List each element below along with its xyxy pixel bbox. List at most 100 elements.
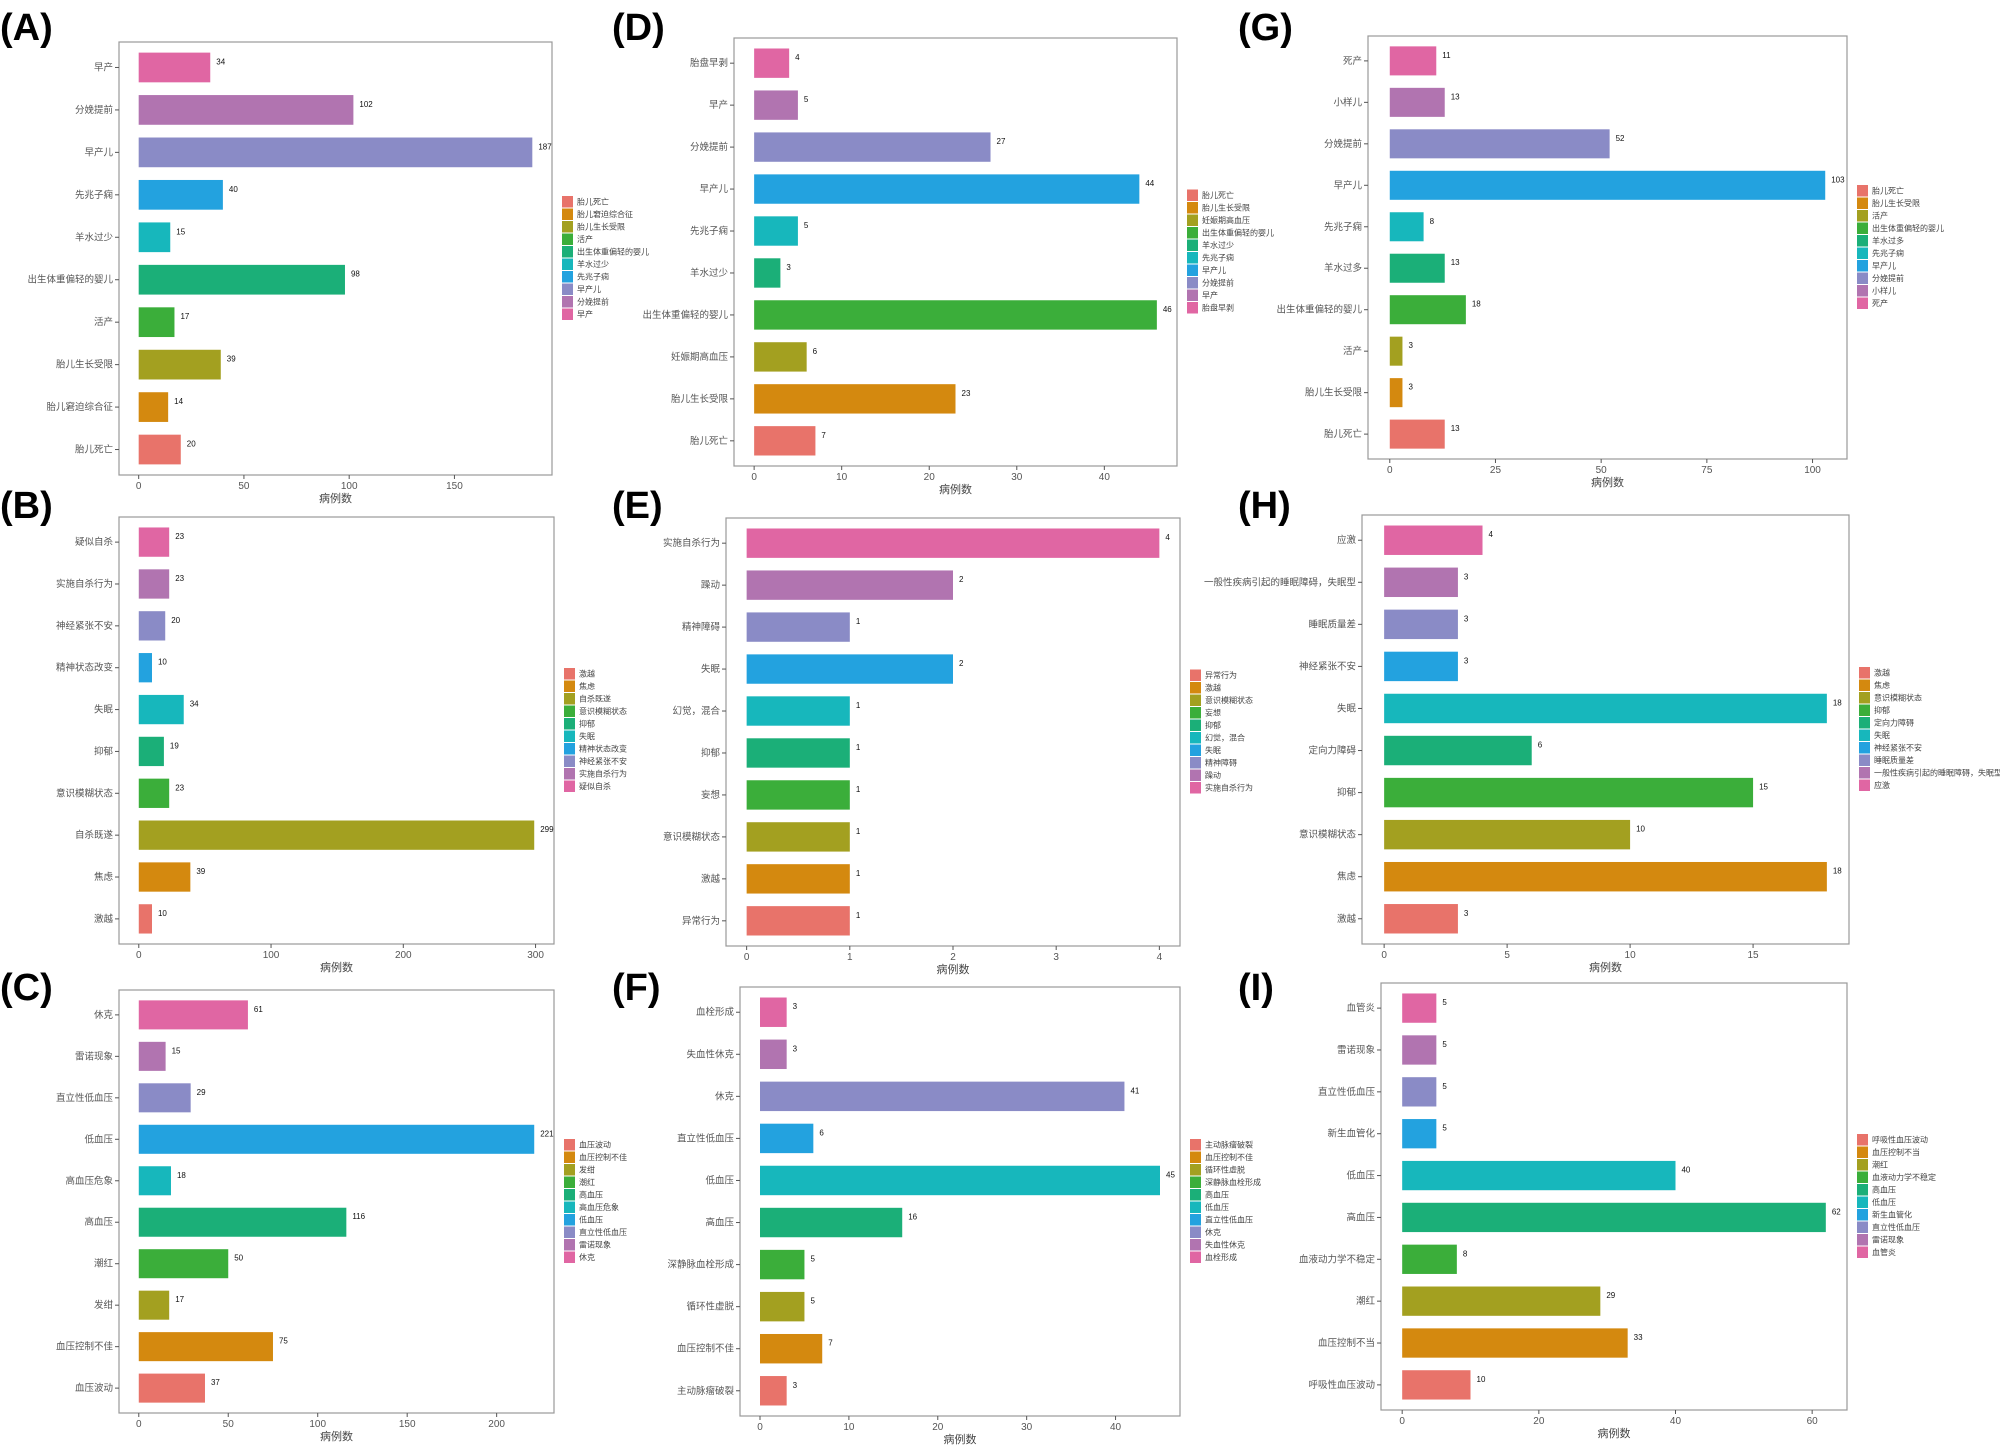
- panel-label: (E): [612, 485, 663, 527]
- value-label: 37: [211, 1378, 220, 1387]
- legend-label: 胎儿死亡: [577, 197, 609, 207]
- value-label: 4: [1489, 530, 1494, 539]
- y-tick-label: 主动脉瘤破裂: [677, 1385, 735, 1397]
- y-tick-label: 定向力障碍: [1308, 745, 1356, 757]
- value-label: 5: [804, 221, 809, 230]
- y-tick-label: 精神障碍: [682, 621, 721, 633]
- value-label: 18: [1833, 698, 1842, 707]
- y-tick-label: 血栓形成: [696, 1006, 735, 1018]
- x-tick-label: 100: [1804, 465, 1821, 476]
- x-tick-label: 30: [1021, 1422, 1033, 1433]
- x-tick-label: 0: [757, 1422, 763, 1433]
- value-label: 20: [187, 440, 196, 449]
- legend-swatch: [1187, 214, 1198, 226]
- legend-label: 精神障碍: [1205, 758, 1237, 768]
- y-tick-label: 血压波动: [75, 1382, 113, 1394]
- y-tick-label: 早产儿: [84, 146, 113, 158]
- bar: [138, 264, 345, 295]
- legend-swatch: [1857, 297, 1868, 309]
- x-tick-label: 0: [744, 952, 750, 963]
- value-label: 1: [856, 911, 861, 920]
- bar: [138, 778, 170, 808]
- y-tick-label: 胎儿生长受限: [56, 359, 114, 371]
- legend-swatch: [1857, 235, 1868, 247]
- legend-swatch: [1857, 210, 1868, 222]
- legend-label: 出生体重偏轻的婴儿: [1872, 223, 1944, 233]
- x-tick-label: 5: [1504, 950, 1510, 961]
- x-axis-title: 病例数: [1598, 1426, 1631, 1440]
- legend-swatch: [564, 718, 575, 730]
- legend-label: 意识模糊状态: [1205, 695, 1253, 705]
- bar: [760, 1039, 787, 1070]
- bar: [760, 1333, 823, 1364]
- value-label: 17: [175, 1295, 184, 1304]
- legend-swatch: [1190, 1189, 1201, 1201]
- x-tick-label: 10: [843, 1422, 855, 1433]
- legend-label: 胎儿死亡: [1872, 186, 1904, 196]
- bar: [1389, 46, 1437, 76]
- x-axis-title: 病例数: [944, 1432, 977, 1445]
- y-tick-label: 小样儿: [1333, 96, 1362, 108]
- legend-swatch: [562, 246, 573, 258]
- legend-label: 自杀既遂: [579, 694, 611, 704]
- legend-swatch: [562, 283, 573, 295]
- x-tick-label: 3: [1053, 952, 1059, 963]
- legend-swatch: [1857, 1159, 1868, 1171]
- value-label: 27: [997, 137, 1006, 146]
- y-tick-label: 高血压: [705, 1217, 734, 1229]
- x-tick-label: 200: [395, 950, 412, 961]
- bar: [1384, 525, 1483, 555]
- legend-label: 幻觉，混合: [1205, 733, 1245, 743]
- legend-swatch: [1859, 704, 1870, 716]
- value-label: 75: [279, 1337, 288, 1346]
- bar: [138, 1166, 171, 1196]
- legend-swatch: [1187, 264, 1198, 276]
- y-tick-label: 直立性低血压: [677, 1132, 735, 1144]
- value-label: 11: [1442, 51, 1451, 60]
- bar: [138, 95, 354, 125]
- value-label: 23: [175, 783, 184, 792]
- legend-label: 深静脉血栓形成: [1205, 1177, 1261, 1187]
- value-label: 3: [1408, 383, 1413, 392]
- bar: [138, 349, 221, 380]
- legend-label: 失眠: [1205, 745, 1221, 755]
- x-tick-label: 0: [1381, 950, 1387, 961]
- legend-label: 妊娠期高血压: [1202, 215, 1250, 225]
- bar: [1389, 419, 1445, 449]
- y-tick-label: 低血压: [1346, 1170, 1375, 1182]
- y-tick-label: 分娩提前: [690, 141, 728, 153]
- legend-label: 出生体重偏轻的婴儿: [1202, 228, 1274, 238]
- y-tick-label: 胎儿生长受限: [1305, 387, 1363, 399]
- y-tick-label: 神经紧张不安: [56, 620, 113, 632]
- legend-swatch: [564, 1201, 575, 1213]
- legend: 胎儿死亡胎儿生长受限妊娠期高血压出生体重偏轻的婴儿羊水过少先兆子痫早产儿分娩提前…: [1187, 189, 1274, 314]
- y-tick-label: 潮红: [1356, 1295, 1376, 1307]
- y-tick-label: 高血压: [84, 1216, 113, 1228]
- legend-label: 激越: [1205, 683, 1221, 693]
- value-label: 10: [158, 658, 167, 667]
- value-label: 7: [828, 1339, 833, 1348]
- bar: [1389, 295, 1466, 325]
- bar: [1384, 609, 1458, 640]
- legend-label: 潮红: [1872, 1160, 1888, 1170]
- bar: [746, 906, 850, 936]
- value-label: 23: [175, 532, 184, 541]
- y-tick-label: 直立性低血压: [56, 1092, 114, 1104]
- y-tick-label: 早产: [709, 99, 728, 111]
- value-label: 13: [1451, 258, 1460, 267]
- bar: [754, 384, 956, 414]
- legend-label: 分娩提前: [1872, 273, 1904, 283]
- bar: [746, 654, 953, 684]
- bar: [760, 1165, 1160, 1196]
- legend-label: 躁动: [1205, 770, 1221, 780]
- legend-label: 血管炎: [1872, 1247, 1896, 1257]
- y-tick-label: 激越: [1337, 913, 1357, 925]
- bar: [754, 300, 1157, 330]
- value-label: 1: [856, 701, 861, 710]
- x-tick-label: 40: [1099, 472, 1111, 483]
- value-label: 5: [1442, 998, 1447, 1007]
- legend-swatch: [1857, 222, 1868, 234]
- y-tick-label: 焦虑: [1337, 871, 1357, 883]
- value-label: 29: [1606, 1291, 1615, 1300]
- value-label: 5: [810, 1297, 815, 1306]
